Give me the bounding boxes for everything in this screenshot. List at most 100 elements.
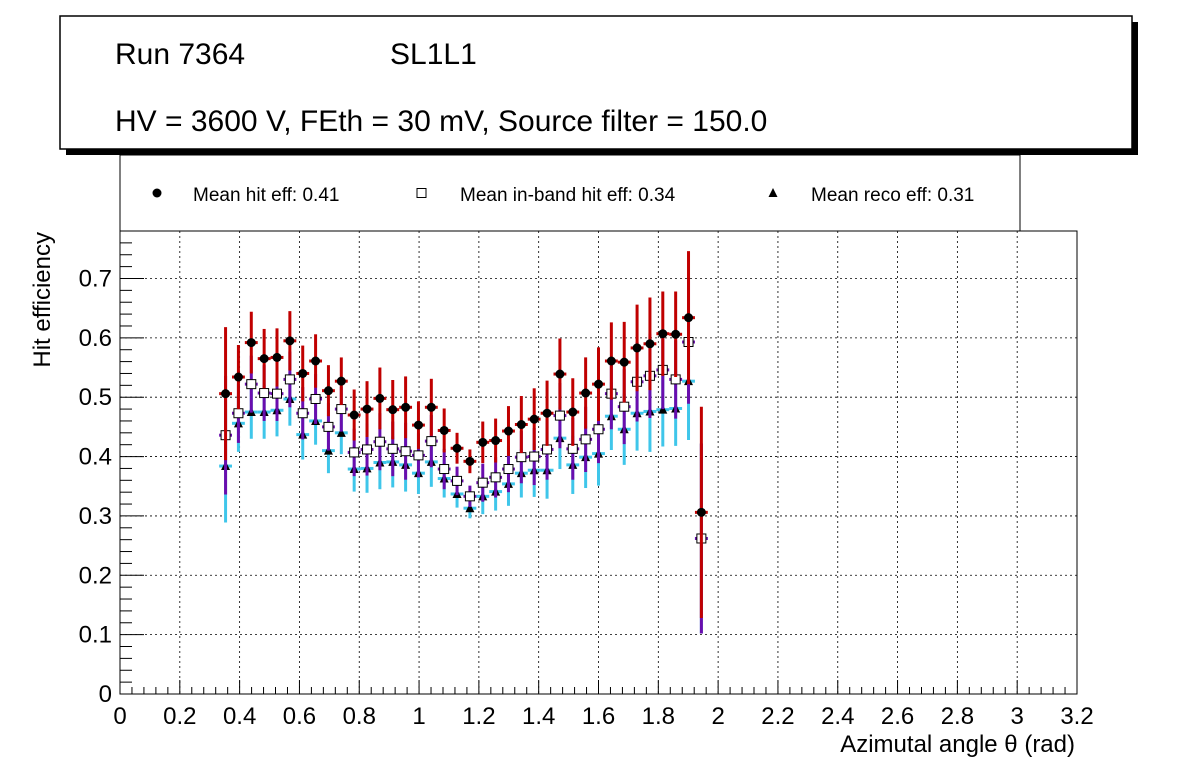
hit-point [311, 356, 321, 366]
x-tick-label: 0.2 [163, 703, 196, 730]
inband-point [413, 450, 424, 461]
inband-point [387, 443, 398, 454]
inband-point [619, 401, 630, 412]
legend-reco-label: Mean reco eff: 0.31 [811, 185, 974, 206]
hit-point [568, 407, 578, 417]
inband-point [310, 393, 321, 404]
hit-point [555, 369, 565, 379]
inband-point [439, 464, 450, 475]
inband-point [246, 379, 257, 390]
x-axis-label: Azimutal angle θ (rad) [840, 731, 1075, 758]
inband-point [542, 444, 553, 455]
inband-point [503, 464, 514, 475]
legend-reco-marker-icon [768, 188, 778, 197]
inband-point [233, 408, 244, 419]
inband-point [554, 410, 565, 421]
x-tick-label: 1.8 [642, 703, 675, 730]
hit-point [671, 329, 681, 339]
hit-point [516, 420, 526, 430]
y-tick-label: 0.1 [79, 622, 112, 649]
hit-point [529, 414, 539, 424]
inband-point [297, 408, 308, 419]
y-tick-label: 0 [99, 681, 112, 708]
inband-point [259, 388, 270, 399]
header-box [59, 15, 1133, 150]
x-tick-label: 1 [412, 703, 425, 730]
hit-point [349, 410, 359, 420]
legend-hit-label: Mean hit eff: 0.41 [193, 185, 339, 206]
inband-point [490, 472, 501, 483]
hit-point [401, 402, 411, 412]
hit-point [413, 420, 423, 430]
hit-point [426, 402, 436, 412]
x-tick-label: 2.2 [761, 703, 794, 730]
hit-point [336, 376, 346, 386]
y-tick-label: 0.3 [79, 503, 112, 530]
inband-point [374, 436, 385, 447]
hit-point [503, 426, 513, 436]
legend-box [119, 154, 1021, 232]
x-tick-label: 1.2 [462, 703, 495, 730]
hit-point [375, 393, 385, 403]
hit-point [645, 339, 655, 349]
x-tick-label: 2.6 [881, 703, 914, 730]
y-tick-label: 0.2 [79, 562, 112, 589]
hit-point [221, 389, 231, 399]
inband-point [529, 451, 540, 462]
grid-lines [120, 231, 1077, 694]
hit-point [439, 425, 449, 435]
hit-point [452, 443, 462, 453]
legend-hit-marker-icon [152, 188, 162, 198]
inband-point [284, 374, 295, 385]
hit-point [298, 368, 308, 378]
inband-point [593, 424, 604, 435]
inband-point [349, 447, 360, 458]
hit-point [658, 329, 668, 339]
hit-point [362, 404, 372, 414]
hit-point [388, 405, 398, 415]
x-tick-label: 1.6 [582, 703, 615, 730]
hit-point [285, 336, 295, 346]
hit-point [542, 408, 552, 418]
inband-point [400, 446, 411, 457]
x-tick-label: 2.4 [821, 703, 854, 730]
reco-point [336, 427, 346, 437]
reco-point [465, 503, 475, 513]
reco-point [658, 404, 668, 414]
hit-point [259, 354, 269, 364]
x-tick-label: 2 [711, 703, 724, 730]
inband-point [477, 477, 488, 488]
inband-point [323, 421, 334, 432]
inband-point [516, 452, 527, 463]
hit-point [272, 352, 282, 362]
inband-point [580, 434, 591, 445]
hit-point [632, 343, 642, 353]
y-tick-label: 0.5 [79, 384, 112, 411]
x-tick-label: 3.2 [1060, 703, 1093, 730]
run-label: Run 7364 [115, 38, 245, 71]
hit-point [606, 356, 616, 366]
layer-label: SL1L1 [390, 38, 477, 71]
x-tick-label: 0.4 [223, 703, 256, 730]
x-tick-label: 1.4 [522, 703, 555, 730]
y-tick-label: 0.4 [79, 444, 112, 471]
x-tick-label: 0.8 [343, 703, 376, 730]
y-axis-label: Hit efficiency [29, 232, 56, 368]
inband-point [426, 436, 437, 447]
legend-inband-label: Mean in-band hit eff: 0.34 [460, 185, 676, 206]
x-tick-label: 3 [1011, 703, 1024, 730]
hit-point [491, 436, 501, 446]
hit-point [233, 372, 243, 382]
series-hit [219, 251, 708, 619]
hit-point [478, 437, 488, 447]
inband-point [272, 388, 283, 399]
y-axis-ticks: 0 0.1 0.2 0.3 0.4 0.5 0.6 0.7 [79, 242, 144, 708]
inband-point [452, 475, 463, 486]
hit-point [465, 456, 475, 466]
y-tick-label: 0.7 [79, 265, 112, 292]
conditions-label: HV = 3600 V, FEth = 30 mV, Source filter… [115, 105, 767, 138]
x-tick-label: 0.6 [283, 703, 316, 730]
legend-inband-marker-icon [416, 188, 427, 198]
hit-point [696, 507, 706, 517]
